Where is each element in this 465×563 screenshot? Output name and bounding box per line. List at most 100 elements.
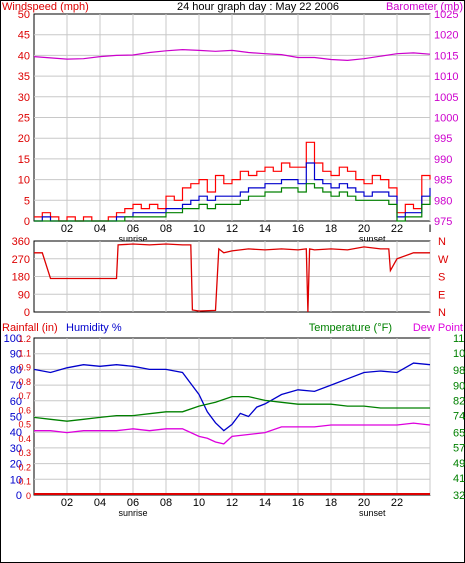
x-tick-label: 12 <box>226 497 238 509</box>
compass-tick-label: N <box>438 307 446 319</box>
rainfall-tick-label: 0.1 <box>18 477 31 487</box>
wind-direction-series-line <box>34 243 430 313</box>
sunset-label: sunset <box>359 234 386 244</box>
temperature-tick-label: 82 <box>453 395 465 407</box>
y-left-tick-label: 45 <box>18 30 30 42</box>
temperature-series-line <box>33 395 430 422</box>
y-left-tick-label: 0 <box>24 307 30 319</box>
compass-tick-label: S <box>438 272 445 284</box>
y-left-tick-label: 15 <box>18 154 30 166</box>
y-left-tick-label: 90 <box>18 289 30 301</box>
humidity-axis-title: Humidity % <box>66 322 122 334</box>
windspeed-axis-title: Windspeed (mph) <box>2 1 89 13</box>
x-tick-label: 06 <box>127 497 139 509</box>
y-left-tick-label: 180 <box>12 272 30 284</box>
x-tick-label: 16 <box>292 497 304 509</box>
x-tick-label: 08 <box>160 223 172 235</box>
rainfall-tick-label: 0.7 <box>18 391 31 401</box>
sunrise-label: sunrise <box>118 508 147 518</box>
sunset-label: sunset <box>359 508 386 518</box>
rainfall-tick-label: 0.9 <box>18 363 31 373</box>
humidity-tick-label: 80 <box>10 364 22 376</box>
temperature-tick-label: 49 <box>453 458 465 470</box>
barometer-axis-title: Barometer (mb) <box>386 1 463 13</box>
average-wind-series-line <box>34 183 431 222</box>
humidity-tick-label: 60 <box>10 396 22 408</box>
y-left-tick-label: 5 <box>24 195 30 207</box>
x-tick-label: 04 <box>94 497 106 509</box>
rainfall-tick-label: 0.5 <box>18 420 31 430</box>
windspeed-series-line <box>34 162 431 222</box>
dewpoint-axis-title: Dew Point <box>413 322 463 334</box>
temp-humidity-panel: 02 04 06 08 10 12 14 16 18 20 22 0 10 20 30 40 50 60 70 80 9… <box>4 333 465 518</box>
y-left-tick-label: 25 <box>18 113 30 125</box>
humidity-tick-label: 30 <box>10 443 22 455</box>
temperature-axis-title: Temperature (°F) <box>309 322 392 334</box>
humidity-tick-label: 20 <box>10 459 22 471</box>
temperature-tick-label: 90 <box>453 380 465 392</box>
humidity-series-line <box>33 362 431 432</box>
y-right-tick-label: 1005 <box>434 92 458 104</box>
temperature-tick-label: 57 <box>453 443 465 455</box>
humidity-tick-label: 0 <box>16 490 22 502</box>
humidity-tick-label: 50 <box>10 412 22 424</box>
compass-tick-label: W <box>438 254 449 266</box>
rainfall-tick-label: 0.3 <box>18 448 31 458</box>
rainfall-tick-label: 1.2 <box>18 334 31 344</box>
x-tick-label: 06 <box>127 223 139 235</box>
temperature-tick-label: 107 <box>453 348 465 360</box>
rainfall-tick-label: 0 <box>26 491 31 501</box>
x-tick-label: 22 <box>391 497 403 509</box>
x-tick-label: 20 <box>358 223 370 235</box>
y-right-tick-label: 995 <box>434 133 452 145</box>
humidity-tick-label: 10 <box>10 474 22 486</box>
barometer-series-line <box>33 48 431 62</box>
x-tick-label: 12 <box>226 223 238 235</box>
rainfall-tick-label: 1.1 <box>18 348 31 358</box>
y-left-tick-label: 40 <box>18 50 30 62</box>
y-right-tick-label: 1020 <box>434 30 458 42</box>
humidity-tick-label: 90 <box>10 349 22 361</box>
y-right-tick-label: 975 <box>434 216 452 228</box>
temperature-tick-label: 65 <box>453 428 465 440</box>
y-left-tick-label: 35 <box>18 71 30 83</box>
y-right-tick-label: 1010 <box>434 71 458 83</box>
sunrise-label: sunrise <box>118 234 147 244</box>
x-tick-label: 14 <box>259 223 271 235</box>
rainfall-tick-label: 0.8 <box>18 377 31 387</box>
temperature-tick-label: 41 <box>453 473 465 485</box>
x-tick-label: 02 <box>61 223 73 235</box>
y-left-tick-label: 270 <box>12 254 30 266</box>
x-tick-label: 02 <box>61 497 73 509</box>
y-left-tick-label: 360 <box>12 236 30 248</box>
humidity-tick-label: 100 <box>4 333 22 345</box>
y-right-tick-label: 990 <box>434 154 452 166</box>
y-right-tick-label: 1000 <box>434 113 458 125</box>
x-tick-label: 22 <box>391 223 403 235</box>
humidity-tick-label: 40 <box>10 427 22 439</box>
y-right-tick-label: 1025 <box>434 9 458 21</box>
x-tick-label: 20 <box>358 497 370 509</box>
x-tick-label: 04 <box>94 223 106 235</box>
wind-barometer-panel: 02 04 06 08 10 12 14 16 18 20 22 I05101520253035404… <box>18 9 459 244</box>
x-tick-label: 08 <box>160 497 172 509</box>
y-left-tick-label: 50 <box>18 9 30 21</box>
compass-tick-label: N <box>438 236 446 248</box>
rainfall-tick-label: 0.2 <box>18 462 31 472</box>
rainfall-tick-label: 0.6 <box>18 405 31 415</box>
x-tick-label: 16 <box>292 223 304 235</box>
temperature-tick-label: 32 <box>453 490 465 502</box>
y-right-tick-label: 985 <box>434 175 452 187</box>
rainfall-axis-title: Rainfall (in) <box>2 322 58 334</box>
temperature-tick-label: 74 <box>453 411 465 423</box>
y-left-tick-label: 0 <box>24 216 30 228</box>
temperature-tick-label: 115 <box>453 333 465 345</box>
humidity-tick-label: 70 <box>10 380 22 392</box>
temperature-tick-label: 98 <box>453 365 465 377</box>
y-right-tick-label: 1015 <box>434 50 458 62</box>
x-tick-label: 18 <box>325 497 337 509</box>
y-left-tick-label: 20 <box>18 133 30 145</box>
x-tick-label: 10 <box>193 497 205 509</box>
